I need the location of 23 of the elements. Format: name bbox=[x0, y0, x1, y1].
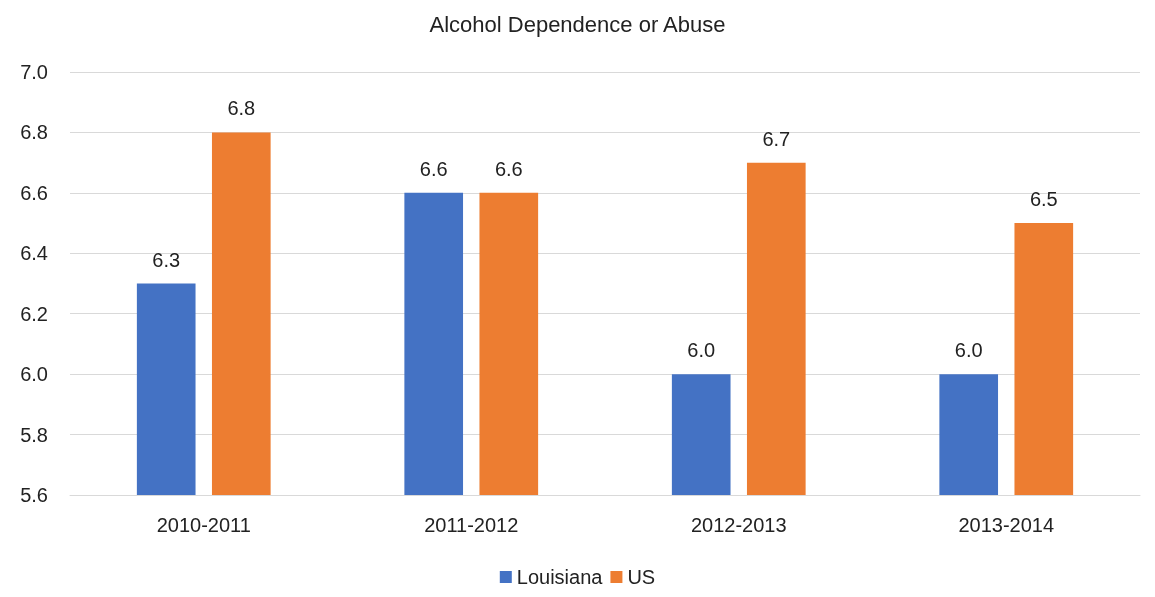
legend-label: Louisiana bbox=[516, 566, 604, 588]
y-tick-label: 7.0 bbox=[20, 61, 48, 83]
x-tick-label: 2013-2014 bbox=[958, 514, 1055, 536]
data-label: 6.5 bbox=[1029, 188, 1058, 211]
x-tick-label: 2012-2013 bbox=[690, 514, 787, 536]
data-label: 6.6 bbox=[494, 157, 523, 180]
data-label: 6.8 bbox=[227, 97, 256, 120]
y-tick-label: 6.8 bbox=[20, 121, 48, 144]
chart-title: Alcohol Dependence or Abuse bbox=[429, 11, 726, 37]
y-tick-label: 5.6 bbox=[20, 484, 48, 506]
data-label: 6.3 bbox=[152, 248, 181, 271]
data-label: 6.0 bbox=[687, 339, 716, 362]
y-tick-label: 6.2 bbox=[20, 302, 48, 325]
y-tick-label: 6.0 bbox=[20, 363, 48, 386]
legend-label: US bbox=[627, 566, 656, 588]
data-label: 6.0 bbox=[954, 339, 983, 362]
data-label: 6.7 bbox=[762, 127, 791, 150]
x-tick-label: 2011-2012 bbox=[424, 514, 519, 536]
y-tick-label: 6.4 bbox=[20, 242, 48, 265]
x-tick-label: 2010-2011 bbox=[156, 514, 251, 536]
y-tick-label: 6.6 bbox=[20, 181, 48, 204]
data-label: 6.6 bbox=[419, 157, 448, 180]
y-tick-label: 5.8 bbox=[20, 423, 48, 446]
